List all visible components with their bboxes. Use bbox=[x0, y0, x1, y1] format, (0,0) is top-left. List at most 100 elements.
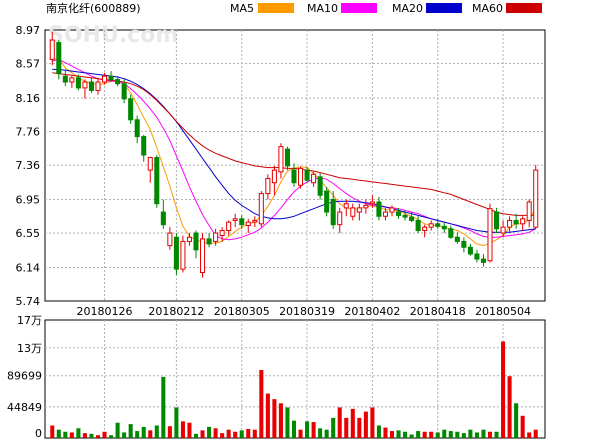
candle-body bbox=[200, 238, 206, 273]
candle bbox=[167, 227, 173, 250]
candle bbox=[304, 166, 310, 183]
candle bbox=[128, 94, 134, 124]
volume-bar bbox=[141, 426, 146, 438]
volume-bar bbox=[285, 407, 290, 438]
candle-body bbox=[206, 238, 212, 245]
candle bbox=[494, 207, 500, 234]
volume-bar bbox=[514, 403, 519, 438]
candle-body bbox=[441, 225, 447, 230]
candle-body bbox=[402, 214, 408, 218]
candle-body bbox=[173, 236, 179, 270]
price-tick-label: 8.57 bbox=[16, 58, 41, 71]
candle bbox=[487, 203, 493, 263]
candle-body bbox=[389, 207, 395, 213]
candle bbox=[284, 146, 290, 171]
volume-bar bbox=[135, 431, 140, 438]
candle bbox=[62, 69, 68, 87]
candle-body bbox=[480, 258, 486, 263]
candle bbox=[422, 224, 428, 238]
candle bbox=[291, 163, 297, 187]
volume-tick-label: 17万 bbox=[17, 314, 42, 327]
volume-bar bbox=[56, 429, 61, 438]
candle-body bbox=[82, 81, 88, 89]
candle bbox=[219, 227, 225, 242]
volume-bar bbox=[154, 425, 159, 438]
price-tick-label: 8.16 bbox=[16, 92, 41, 105]
candle bbox=[186, 233, 192, 246]
volume-bar bbox=[102, 431, 107, 438]
candle-body bbox=[147, 157, 153, 171]
volume-bar bbox=[442, 429, 447, 438]
candle bbox=[147, 156, 153, 183]
candle-body bbox=[422, 226, 428, 232]
candle bbox=[102, 72, 108, 85]
volume-bar bbox=[416, 431, 421, 438]
volume-bar bbox=[63, 431, 68, 438]
volume-bar bbox=[220, 433, 225, 438]
volume-bar bbox=[370, 407, 375, 438]
candle bbox=[396, 207, 402, 219]
candle bbox=[520, 216, 526, 231]
volume-bar bbox=[226, 429, 231, 438]
candle bbox=[213, 228, 219, 246]
candle bbox=[435, 218, 441, 229]
candle-body bbox=[298, 167, 304, 186]
legend-label: MA5 bbox=[230, 2, 254, 15]
candle-body bbox=[88, 81, 94, 91]
volume-tick-label: 13万 bbox=[17, 342, 42, 355]
candle bbox=[513, 213, 519, 229]
candle bbox=[533, 165, 539, 229]
candle-body bbox=[75, 77, 81, 89]
candle-body bbox=[180, 240, 186, 270]
candle bbox=[350, 203, 356, 221]
candle bbox=[402, 210, 408, 221]
candle-body bbox=[533, 169, 539, 228]
volume-bar bbox=[376, 425, 381, 438]
candle bbox=[141, 134, 147, 162]
candle-body bbox=[213, 232, 219, 242]
candle-body bbox=[115, 79, 121, 85]
volume-bar bbox=[122, 432, 127, 438]
volume-bar bbox=[233, 431, 238, 438]
candle-body bbox=[265, 178, 271, 195]
volume-bar bbox=[161, 376, 166, 438]
candle bbox=[121, 79, 127, 103]
volume-bar bbox=[363, 411, 368, 438]
candle bbox=[474, 249, 480, 263]
candle bbox=[265, 174, 271, 200]
candle-body bbox=[409, 216, 415, 221]
volume-bar bbox=[193, 433, 199, 438]
candle bbox=[480, 254, 486, 267]
candle bbox=[298, 166, 304, 189]
volume-bar bbox=[383, 427, 388, 438]
candle-body bbox=[494, 211, 500, 230]
legend-swatch bbox=[506, 3, 542, 13]
date-tick-label: 20180126 bbox=[77, 305, 133, 318]
candle bbox=[95, 77, 101, 95]
price-tick-label: 6.14 bbox=[16, 261, 41, 274]
candle-body bbox=[330, 198, 336, 226]
candle bbox=[356, 203, 362, 221]
candle bbox=[69, 76, 75, 88]
candle-body bbox=[193, 232, 199, 251]
price-tick-label: 7.76 bbox=[16, 126, 41, 139]
candle bbox=[311, 171, 317, 187]
candle bbox=[160, 199, 166, 229]
volume-bar bbox=[422, 431, 427, 438]
price-axis: 8.97 8.57 8.16 7.76 7.36 6.95 6.55 6.14 5.74 bbox=[16, 24, 41, 308]
candle bbox=[245, 218, 251, 234]
candle-body bbox=[108, 75, 114, 81]
volume-axis: 17万 13万 89699 44849 0 bbox=[7, 314, 42, 440]
candle bbox=[108, 71, 114, 83]
candle bbox=[526, 199, 532, 228]
volume-bar bbox=[259, 369, 264, 438]
candle-body bbox=[526, 201, 532, 221]
volume-bar bbox=[429, 431, 434, 438]
volume-bar bbox=[474, 432, 479, 438]
price-tick-label: 6.55 bbox=[16, 227, 41, 240]
candle bbox=[389, 205, 395, 217]
candle-body bbox=[337, 211, 343, 226]
candle bbox=[317, 173, 323, 200]
candle-body bbox=[474, 253, 480, 260]
candle-body bbox=[258, 193, 264, 225]
